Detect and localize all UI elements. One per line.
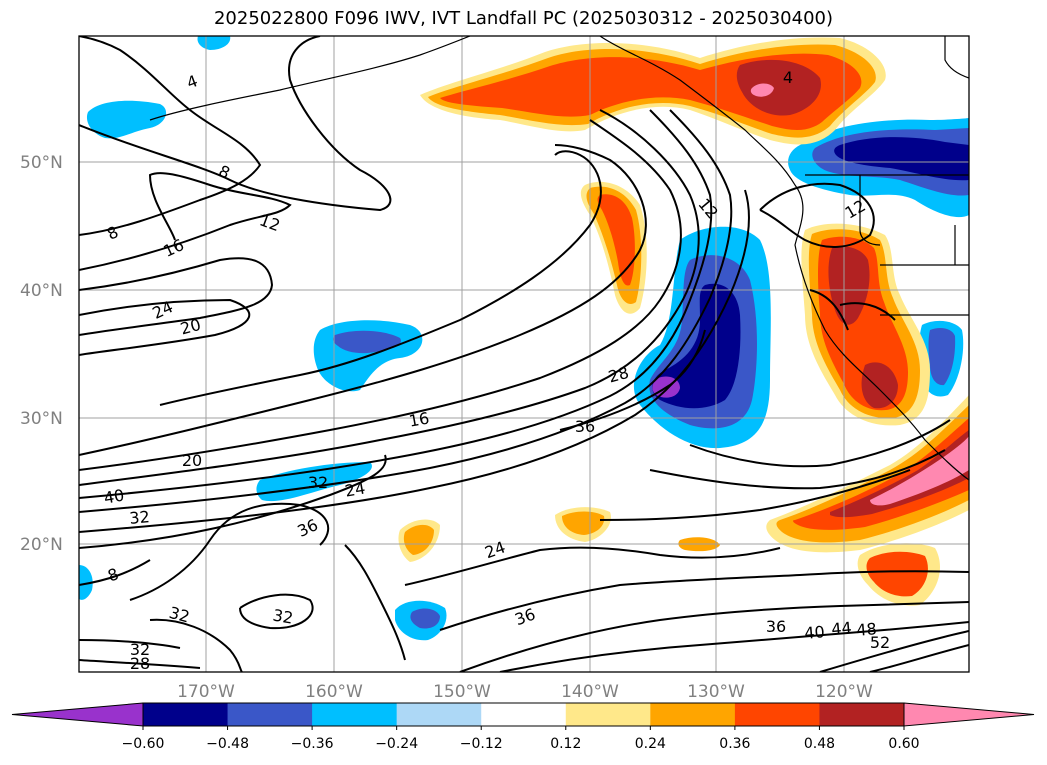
contour-label: 40: [804, 622, 826, 643]
colorbar-swatch: [396, 703, 482, 726]
lon-label-150w: 150°W: [433, 682, 491, 702]
lon-label-170w: 170°W: [177, 682, 235, 702]
colorbar-swatch: [650, 703, 736, 726]
negative-anomaly-northeast-core: [834, 137, 969, 181]
lat-label-40n: 40°N: [20, 281, 63, 301]
negative-anomaly-central-core: [652, 283, 741, 409]
map-frame: [78, 35, 970, 673]
latitude-labels: 50°N 40°N 30°N 20°N: [20, 153, 63, 555]
colorbar-swatch: [227, 703, 313, 726]
contour-label: 28: [606, 363, 631, 387]
lat-label-50n: 50°N: [20, 153, 63, 173]
colorbar-tick-label: 0.60: [888, 736, 919, 752]
contour-label: 36: [575, 417, 595, 436]
contour-label: 24: [343, 478, 366, 500]
contour-label: 32: [167, 603, 192, 627]
positive-anomaly-north-core: [736, 59, 821, 116]
positive-anomaly-s1-core: [562, 511, 605, 535]
colorbar-tick-label: −0.36: [291, 736, 334, 752]
colorbar: −0.60 −0.48 −0.36 −0.24 −0.12 0.12 0.24 0.36 0.4…: [11, 702, 1035, 752]
lon-label-140w: 140°W: [561, 682, 619, 702]
colorbar-tick-label: 0.48: [804, 736, 835, 752]
negative-anomaly-sw: [79, 565, 93, 600]
lon-label-130w: 130°W: [687, 682, 745, 702]
colorbar-swatch: [143, 703, 229, 726]
colorbar-tick-label: 0.24: [635, 736, 666, 752]
positive-anomaly-s3-core: [866, 551, 928, 597]
colorbar-tick-label: 0.36: [719, 736, 750, 752]
positive-anomaly-southeast-strong: [793, 418, 969, 530]
colorbar-tick-label: −0.24: [375, 736, 418, 752]
colorbar-swatch: [312, 703, 398, 726]
longitude-labels: 170°W 160°W 150°W 140°W 130°W 120°W: [177, 682, 873, 702]
lat-label-30n: 30°N: [20, 409, 63, 429]
negative-anomaly-east-core: [928, 328, 956, 386]
colorbar-outline: [142, 702, 905, 727]
colorbar-swatch: [734, 703, 820, 726]
iwv-contours: [79, 36, 969, 672]
contour-label: 4: [783, 68, 793, 87]
contour-label: 28: [130, 654, 150, 673]
colorbar-swatch: [819, 703, 905, 726]
contour-label: 32: [129, 507, 151, 528]
graticule: [79, 36, 969, 672]
positive-anomaly-southeast-peak: [870, 436, 969, 506]
colorbar-extend-low: [11, 702, 144, 727]
contour-label: 20: [182, 451, 202, 470]
contour-label: 40: [102, 485, 125, 507]
figure-title: 2025022800 F096 IWV, IVT Landfall PC (20…: [213, 8, 834, 29]
contour-label: 32: [271, 605, 294, 627]
contour-label: 44: [831, 618, 853, 639]
shaded-field: [79, 36, 969, 641]
contour-label: 16: [407, 408, 430, 430]
positive-anomaly-westcoast-core: [828, 246, 870, 325]
contour-label: 52: [870, 633, 890, 652]
lon-label-120w: 120°W: [815, 682, 873, 702]
negative-anomaly-west-mid: [333, 330, 401, 354]
colorbar-tick-label: −0.48: [206, 736, 249, 752]
colorbar-extend-high: [903, 702, 1035, 727]
contour-label: 20: [178, 315, 203, 339]
lon-label-160w: 160°W: [305, 682, 363, 702]
contour-label: 48: [856, 619, 878, 640]
contour-label: 32: [130, 640, 150, 659]
positive-anomaly-s2-core: [403, 524, 434, 555]
positive-anomaly-offshore-strong: [597, 194, 635, 286]
positive-anomaly-north-peak: [750, 83, 774, 97]
colorbar-tick-label: −0.12: [460, 736, 503, 752]
colorbar-swatch: [481, 703, 567, 726]
lat-label-20n: 20°N: [20, 535, 63, 555]
coastlines: [149, 36, 969, 481]
contour-label: 32: [308, 473, 328, 492]
negative-anomaly-nw: [86, 100, 167, 139]
colorbar-tick-label: −0.60: [122, 736, 165, 752]
colorbar-swatch: [565, 703, 651, 726]
colorbar-tick-label: 0.12: [550, 736, 581, 752]
negative-anomaly-s-core: [410, 608, 440, 629]
contour-label: 36: [766, 617, 786, 636]
positive-anomaly-westcoast-core2: [861, 362, 898, 409]
